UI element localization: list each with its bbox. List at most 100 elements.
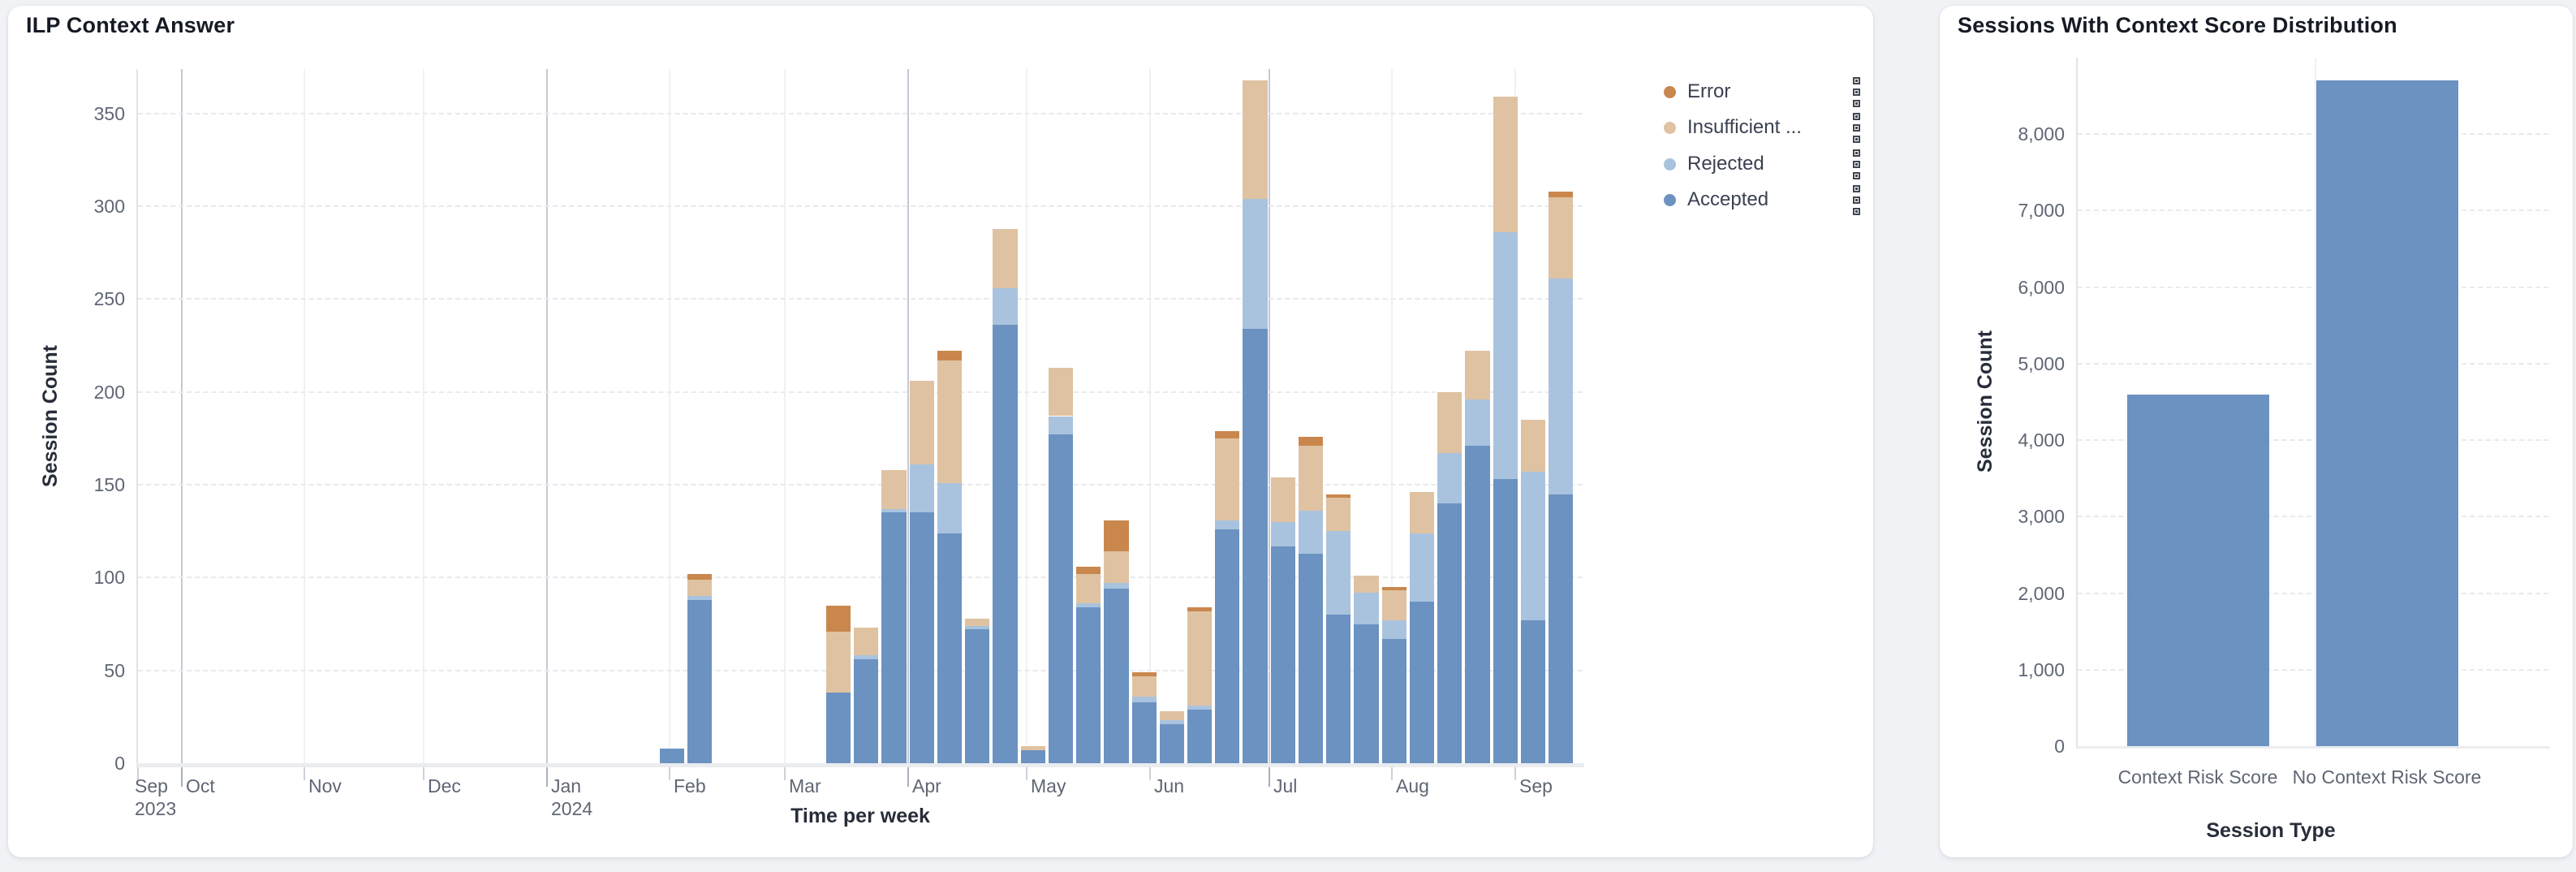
bar-segment-accepted[interactable] xyxy=(1548,494,1574,763)
bar-segment-accepted[interactable] xyxy=(1520,619,1545,763)
bar-segment-error[interactable] xyxy=(1187,607,1213,611)
bar-segment-accepted[interactable] xyxy=(965,629,990,763)
bar-segment-insufficient[interactable] xyxy=(1520,420,1545,473)
bar-segment-insufficient[interactable] xyxy=(854,628,879,656)
legend-menu-icon[interactable] xyxy=(1851,111,1862,145)
bar-segment-accepted[interactable] xyxy=(909,512,934,763)
bar-segment-insufficient[interactable] xyxy=(687,579,713,597)
bar-segment-insufficient[interactable] xyxy=(1187,611,1213,706)
bar-segment-rejected[interactable] xyxy=(993,287,1018,326)
bar-segment-error[interactable] xyxy=(1076,566,1101,574)
bar-segment-accepted[interactable] xyxy=(881,512,907,763)
bar-segment-accepted[interactable] xyxy=(1020,749,1045,763)
bar-segment-accepted[interactable] xyxy=(1159,723,1184,763)
bar-segment-insufficient[interactable] xyxy=(1381,590,1406,620)
bar-segment-accepted[interactable] xyxy=(993,325,1018,763)
bar-segment-rejected[interactable] xyxy=(1243,199,1268,330)
bar-segment-rejected[interactable] xyxy=(937,482,963,533)
bar-segment-insufficient[interactable] xyxy=(1243,80,1268,199)
bar-segment-rejected[interactable] xyxy=(1104,583,1129,589)
bar-segment-accepted[interactable] xyxy=(1437,503,1462,763)
bar-segment-accepted[interactable] xyxy=(1409,602,1435,763)
bar-segment-insufficient[interactable] xyxy=(909,381,934,464)
bar-segment-insufficient[interactable] xyxy=(1409,492,1435,533)
bar-segment-insufficient[interactable] xyxy=(993,228,1018,288)
bar-segment-insufficient[interactable] xyxy=(825,631,851,693)
bar-segment-error[interactable] xyxy=(1104,520,1129,552)
bar-segment-rejected[interactable] xyxy=(1215,520,1240,529)
bar-segment-insufficient[interactable] xyxy=(1159,710,1184,721)
bar-segment-insufficient[interactable] xyxy=(1104,551,1129,584)
bar-segment-insufficient[interactable] xyxy=(1354,576,1379,593)
bar-segment-rejected[interactable] xyxy=(881,508,907,513)
bar-segment-error[interactable] xyxy=(937,351,963,360)
bar-segment-accepted[interactable] xyxy=(1187,709,1213,763)
bar-segment-rejected[interactable] xyxy=(1520,472,1545,620)
legend-item-error[interactable]: Error xyxy=(1664,76,1862,107)
bar-segment-rejected[interactable] xyxy=(1326,531,1351,615)
bar-segment-error[interactable] xyxy=(1548,191,1574,197)
bar-segment-accepted[interactable] xyxy=(1270,546,1295,763)
bar-segment-insufficient[interactable] xyxy=(1020,746,1045,750)
bar-segment-accepted[interactable] xyxy=(1298,553,1324,763)
bar-segment-accepted[interactable] xyxy=(825,693,851,763)
bar-segment-accepted[interactable] xyxy=(1076,607,1101,763)
bar-segment-error[interactable] xyxy=(687,573,713,580)
bar-segment-insufficient[interactable] xyxy=(1326,498,1351,532)
bar-segment-insufficient[interactable] xyxy=(1131,676,1157,697)
bar-segment-insufficient[interactable] xyxy=(1548,196,1574,279)
bar-segment-accepted[interactable] xyxy=(1215,529,1240,763)
session-type-bar-plot-area[interactable] xyxy=(2076,58,2550,749)
bar-segment-error[interactable] xyxy=(1381,586,1406,591)
bar-segment-rejected[interactable] xyxy=(687,596,713,600)
bar-segment-insufficient[interactable] xyxy=(1076,573,1101,604)
bar-segment-rejected[interactable] xyxy=(854,655,879,659)
bar-segment-accepted[interactable] xyxy=(854,658,879,763)
bar-segment-insufficient[interactable] xyxy=(881,469,907,509)
bar-segment-insufficient[interactable] xyxy=(937,360,963,483)
bar-segment-rejected[interactable] xyxy=(1493,232,1518,480)
legend-menu-icon[interactable] xyxy=(1851,183,1862,217)
legend-item-insufficient[interactable]: Insufficient ... xyxy=(1664,112,1862,143)
bar-segment-error[interactable] xyxy=(1298,436,1324,447)
bar-segment-rejected[interactable] xyxy=(1437,453,1462,503)
bar-segment-insufficient[interactable] xyxy=(965,618,990,626)
bar-segment-error[interactable] xyxy=(1326,494,1351,499)
bar-segment-rejected[interactable] xyxy=(965,625,990,630)
bar-segment-rejected[interactable] xyxy=(1076,603,1101,607)
legend-item-accepted[interactable]: Accepted xyxy=(1664,184,1862,215)
bar-segment-accepted[interactable] xyxy=(1381,638,1406,763)
bar-segment-accepted[interactable] xyxy=(1048,434,1074,763)
bar-segment-rejected[interactable] xyxy=(1409,533,1435,602)
bar-segment-accepted[interactable] xyxy=(937,533,963,763)
bar-segment-rejected[interactable] xyxy=(1270,521,1295,546)
bar-segment-rejected[interactable] xyxy=(1298,511,1324,554)
bar-segment-error[interactable] xyxy=(1131,671,1157,676)
bar-segment-error[interactable] xyxy=(825,605,851,632)
bar-segment-insufficient[interactable] xyxy=(1493,97,1518,233)
bar-segment-rejected[interactable] xyxy=(1131,696,1157,702)
legend-item-rejected[interactable]: Rejected xyxy=(1664,149,1862,179)
ilp-stacked-bar-plot-area[interactable] xyxy=(136,69,1584,767)
bar-segment-accepted[interactable] xyxy=(1326,615,1351,763)
bar-segment-accepted[interactable] xyxy=(1493,479,1518,763)
bar-segment-rejected[interactable] xyxy=(1465,399,1490,447)
bar-segment-accepted[interactable] xyxy=(1465,446,1490,763)
legend-menu-icon[interactable] xyxy=(1851,76,1862,109)
bar-segment-insufficient[interactable] xyxy=(1048,368,1074,417)
bar-segment-accepted[interactable] xyxy=(659,748,684,763)
bar-segment-insufficient[interactable] xyxy=(1465,351,1490,399)
bar-segment-insufficient[interactable] xyxy=(1270,477,1295,522)
bar-segment-rejected[interactable] xyxy=(1048,416,1074,435)
bar-segment-accepted[interactable] xyxy=(1243,329,1268,763)
bar-segment-rejected[interactable] xyxy=(1159,720,1184,724)
bar-segment-rejected[interactable] xyxy=(1354,592,1379,624)
bar-segment-accepted[interactable] xyxy=(1131,701,1157,763)
bar-segment-rejected[interactable] xyxy=(909,464,934,513)
legend-menu-icon[interactable] xyxy=(1851,148,1862,181)
bar-segment-rejected[interactable] xyxy=(1381,619,1406,639)
bar-segment-accepted[interactable] xyxy=(1354,624,1379,763)
bar-segment-insufficient[interactable] xyxy=(1298,446,1324,512)
bar-segment-accepted[interactable] xyxy=(687,599,713,763)
bar-segment-insufficient[interactable] xyxy=(1215,438,1240,520)
